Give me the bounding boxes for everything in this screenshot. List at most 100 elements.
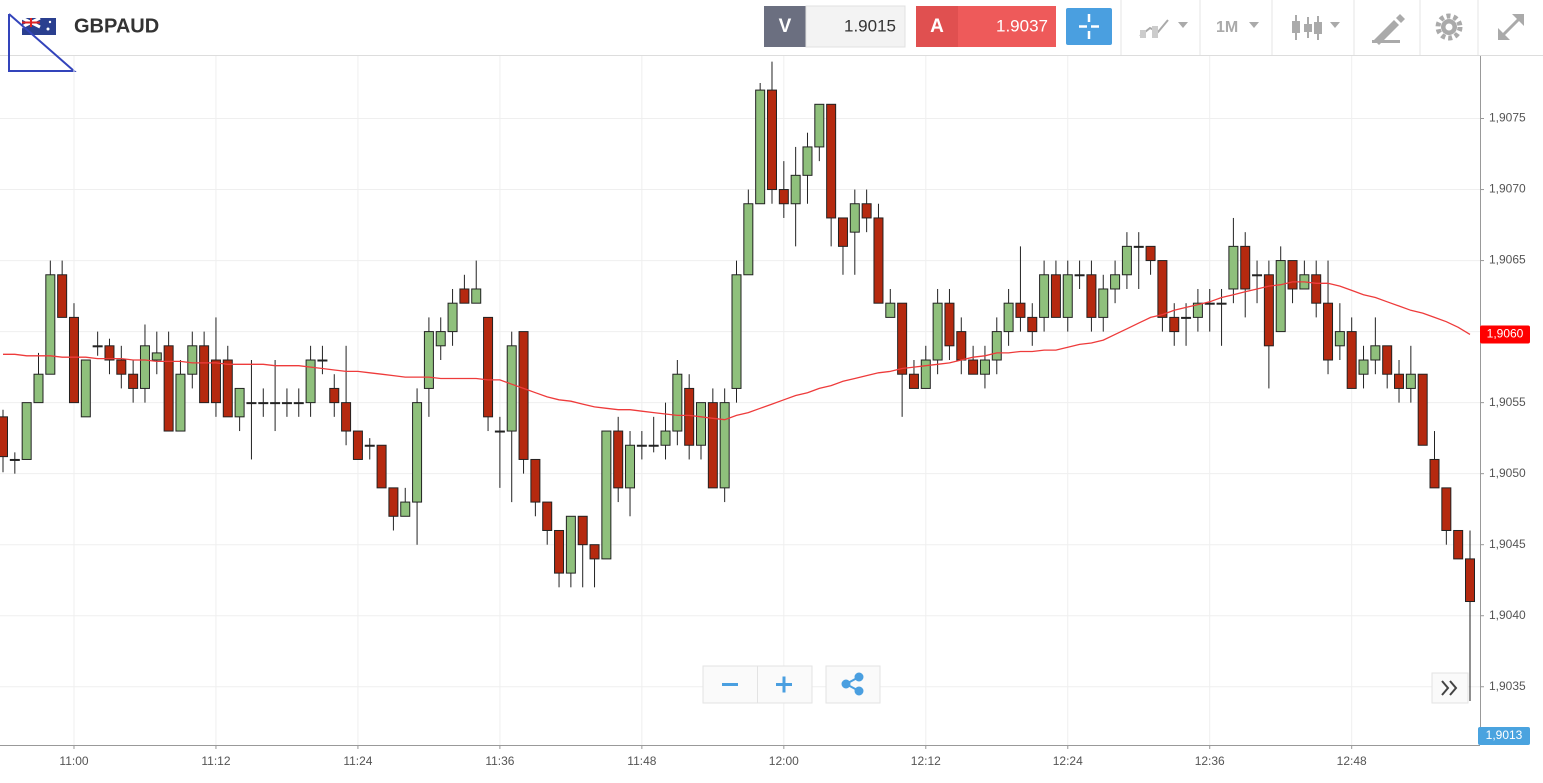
candle-body — [1169, 316, 1180, 333]
timeframe[interactable]: 1M — [1216, 19, 1238, 36]
plot: 1,9035 1,9040 1,9045 1,9050 1,9055 1,9060 1,90… — [0, 56, 1530, 768]
candle-body — [731, 274, 742, 389]
x-tick-label: 12:00 — [769, 754, 799, 768]
x-tick-label: 11:12 — [201, 754, 230, 768]
candle-body — [33, 373, 44, 404]
y-tick-label: 1,9040 — [1489, 608, 1526, 622]
settings-button[interactable] — [1435, 13, 1463, 41]
candle-body — [755, 89, 766, 205]
candle-body — [1252, 274, 1263, 277]
drawing-triangle — [8, 13, 77, 72]
sell-price[interactable]: 1.9015 — [844, 16, 896, 35]
candle-body — [944, 302, 955, 347]
candle-type-button[interactable] — [1292, 15, 1340, 40]
candle-body — [1441, 487, 1452, 531]
candle-body — [483, 316, 494, 418]
candle-body — [1228, 245, 1239, 290]
candle-body — [1192, 302, 1203, 318]
candle-body — [826, 103, 837, 219]
zoom-in-button[interactable] — [776, 676, 792, 693]
candle-body — [802, 146, 813, 176]
candle-body — [719, 402, 730, 489]
buy-price[interactable]: 1.9037 — [996, 16, 1048, 35]
candle-body — [849, 203, 860, 233]
candle-body — [305, 359, 316, 404]
candle-body — [104, 345, 115, 361]
draw-tool-button[interactable] — [1372, 14, 1405, 45]
candle-body — [1039, 274, 1050, 318]
y-tick-label: 1,9035 — [1489, 679, 1526, 693]
buy-label[interactable]: A — [930, 16, 944, 37]
x-tick-label: 12:12 — [911, 754, 941, 768]
candle-body — [1145, 245, 1156, 262]
candle-body — [707, 402, 718, 489]
scroll-end-box[interactable] — [1431, 672, 1469, 704]
candle-body — [21, 402, 32, 460]
candle-body — [57, 274, 68, 318]
timeframe-arrow[interactable] — [1249, 22, 1259, 28]
candle-body — [1027, 316, 1038, 333]
sell-label[interactable]: V — [779, 16, 792, 37]
candle-body — [139, 345, 150, 389]
candle-body — [1240, 245, 1251, 290]
candle-body — [1405, 373, 1416, 389]
candle-body — [554, 529, 565, 574]
candle-body — [400, 501, 411, 517]
scroll-end-button[interactable] — [1441, 680, 1458, 696]
candle-body — [80, 359, 91, 418]
candle-body — [293, 402, 304, 405]
candle-body — [317, 359, 328, 362]
x-tick-label: 11:24 — [343, 754, 372, 768]
candle-body — [1275, 260, 1286, 333]
fullscreen-button[interactable] — [1498, 14, 1524, 40]
share-box[interactable] — [825, 665, 881, 704]
candle-body — [660, 430, 671, 446]
candle-body — [991, 331, 1002, 361]
x-tick-label: 11:36 — [485, 754, 514, 768]
candle-body — [1110, 274, 1121, 290]
candle-body — [0, 416, 8, 458]
candle-body — [1394, 373, 1405, 389]
candle-body — [1465, 558, 1475, 603]
candle-body — [9, 458, 20, 461]
candle-body — [601, 430, 612, 560]
candle-body — [648, 444, 659, 447]
candle-body — [175, 373, 186, 432]
candle-body — [1429, 458, 1440, 489]
candle-body — [1370, 345, 1381, 361]
candle-body — [1062, 274, 1073, 318]
candle-body — [968, 359, 979, 375]
candle-body — [447, 302, 458, 333]
chart-type-button[interactable] — [1139, 19, 1188, 38]
candle-body — [1204, 302, 1215, 305]
candle-body — [116, 359, 127, 375]
sell-price-box[interactable] — [805, 5, 906, 48]
share-button[interactable] — [841, 672, 864, 696]
buy-price-box[interactable] — [958, 6, 1056, 47]
candle-body — [790, 174, 801, 205]
candle-body — [471, 288, 482, 304]
candle-body — [1157, 260, 1168, 318]
candle-body — [1358, 359, 1369, 375]
crosshair-button[interactable] — [1066, 8, 1112, 45]
x-tick-label: 12:48 — [1337, 754, 1367, 768]
candle-body — [743, 203, 754, 276]
sell-label-box[interactable] — [764, 6, 806, 47]
candle-body — [1323, 302, 1334, 361]
buy-label-box[interactable] — [916, 6, 958, 47]
candle-body — [636, 444, 647, 447]
candle-body — [270, 402, 281, 405]
candle-body — [873, 217, 884, 304]
candle-body — [1003, 302, 1014, 333]
candle-body — [459, 288, 470, 304]
x-tick-label: 11:00 — [59, 754, 88, 768]
candle-body — [625, 444, 636, 489]
candle-body — [234, 387, 245, 418]
candle-body — [222, 359, 233, 418]
candle-body — [1098, 288, 1109, 318]
price-tag-box — [1478, 727, 1530, 745]
ma-tag: 1,9060 — [1487, 327, 1524, 341]
candle-body — [45, 274, 56, 375]
candle-body — [163, 345, 174, 432]
